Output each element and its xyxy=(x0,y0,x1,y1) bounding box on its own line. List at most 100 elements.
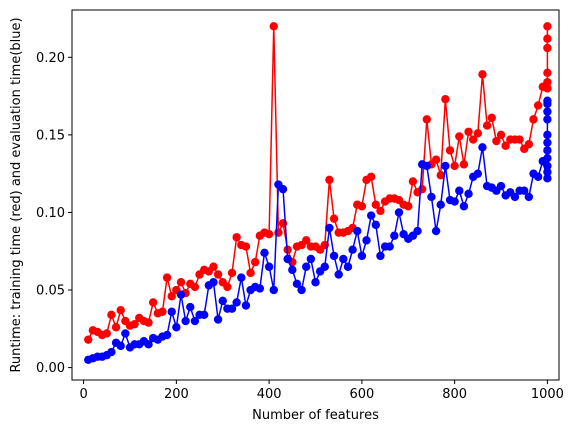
data-point xyxy=(529,115,538,124)
data-point xyxy=(445,146,455,155)
y-axis-label: Runtime: training time (red) and evaluat… xyxy=(9,17,24,372)
data-point xyxy=(543,138,552,147)
data-point xyxy=(107,310,116,320)
data-point xyxy=(148,298,158,307)
data-point xyxy=(278,184,288,194)
data-point xyxy=(473,169,483,178)
data-point xyxy=(543,77,552,87)
data-point xyxy=(413,226,422,236)
plot-frame xyxy=(71,9,560,381)
data-point xyxy=(348,245,357,254)
data-point xyxy=(459,160,469,169)
y-tick-label: 0.15 xyxy=(36,128,65,143)
data-point xyxy=(459,202,469,211)
data-point xyxy=(199,310,209,320)
data-point xyxy=(209,278,218,287)
x-tick-label: 1000 xyxy=(531,387,564,402)
data-point xyxy=(190,282,200,292)
data-point xyxy=(441,95,450,104)
data-point xyxy=(311,278,320,287)
x-tick-label: 0 xyxy=(79,387,87,402)
data-point xyxy=(520,186,529,195)
y-tick-label: 0.05 xyxy=(36,284,65,299)
data-point xyxy=(543,174,552,183)
data-point xyxy=(297,285,306,295)
data-point xyxy=(209,262,218,271)
data-point xyxy=(422,115,432,124)
data-point xyxy=(302,236,311,245)
data-point xyxy=(515,135,524,144)
data-point xyxy=(357,251,367,261)
data-point xyxy=(417,184,427,194)
data-point xyxy=(241,301,251,310)
data-point xyxy=(492,136,501,146)
data-point xyxy=(510,192,520,202)
data-point xyxy=(543,167,552,177)
data-point xyxy=(237,273,246,282)
data-point xyxy=(283,254,292,264)
data-point xyxy=(394,208,404,217)
data-point xyxy=(422,161,432,171)
data-point xyxy=(478,143,487,152)
data-point xyxy=(543,115,552,124)
data-point xyxy=(496,130,506,140)
data-point xyxy=(455,186,464,195)
data-point xyxy=(431,155,441,164)
data-point xyxy=(543,22,552,31)
data-point xyxy=(366,172,376,181)
data-point xyxy=(543,107,552,116)
data-point xyxy=(376,206,385,216)
x-tick-label: 600 xyxy=(349,387,374,402)
data-point xyxy=(172,323,181,332)
data-point xyxy=(158,307,167,316)
data-point xyxy=(181,316,190,326)
data-point xyxy=(213,270,223,279)
data-point xyxy=(241,242,251,251)
x-tick-label: 400 xyxy=(257,387,282,402)
data-point xyxy=(408,177,418,186)
data-point xyxy=(543,43,552,53)
data-point xyxy=(232,233,241,242)
data-point xyxy=(533,172,543,181)
data-point xyxy=(404,202,413,211)
data-point xyxy=(455,132,464,141)
data-point xyxy=(543,96,552,105)
data-point xyxy=(130,319,139,329)
data-point xyxy=(450,197,459,206)
data-point xyxy=(213,315,223,324)
data-point xyxy=(496,181,506,191)
data-point xyxy=(366,211,376,220)
data-point xyxy=(325,223,334,233)
data-point xyxy=(111,323,121,332)
data-point xyxy=(102,329,111,338)
x-axis-label: Number of features xyxy=(252,408,379,423)
data-point xyxy=(116,341,125,351)
data-point xyxy=(436,200,445,209)
data-point xyxy=(524,192,534,202)
data-point xyxy=(431,226,441,236)
data-point xyxy=(251,257,260,267)
data-point xyxy=(543,153,552,163)
data-point xyxy=(450,161,459,171)
data-point xyxy=(107,347,116,357)
data-point xyxy=(362,236,371,245)
data-point xyxy=(390,231,399,240)
axes-layer: 0 200 400 600 800 1000 0.00 0.05 0.10 0.15 0.20 xyxy=(36,51,564,402)
data-point xyxy=(167,307,176,316)
data-point xyxy=(246,268,255,278)
data-point xyxy=(306,254,316,264)
x-tick-label: 200 xyxy=(164,387,189,402)
data-point xyxy=(223,282,232,292)
data-point xyxy=(84,335,93,344)
data-point xyxy=(292,279,302,289)
series-layer xyxy=(84,22,552,365)
data-point xyxy=(473,129,483,138)
data-point xyxy=(176,290,186,299)
data-point xyxy=(144,340,153,349)
data-point xyxy=(144,318,153,327)
data-point xyxy=(436,171,445,180)
data-point xyxy=(543,68,552,78)
data-point xyxy=(343,262,353,271)
data-point xyxy=(269,285,278,295)
data-point xyxy=(302,262,311,271)
